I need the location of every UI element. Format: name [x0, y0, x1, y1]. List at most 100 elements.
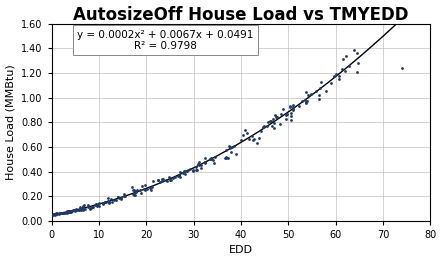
Point	[290, 108, 297, 112]
Point	[225, 144, 232, 148]
Point	[59, 211, 66, 215]
Point	[131, 191, 138, 195]
Point	[106, 201, 113, 205]
Point	[201, 156, 208, 161]
Point	[73, 207, 80, 211]
Point	[67, 209, 74, 213]
Point	[167, 178, 174, 182]
Point	[194, 168, 201, 172]
Point	[315, 97, 322, 102]
Point	[106, 200, 113, 204]
Point	[270, 126, 277, 130]
Point	[114, 195, 122, 199]
Point	[244, 131, 251, 135]
Point	[144, 187, 151, 191]
Point	[290, 105, 297, 109]
Point	[92, 202, 99, 206]
Point	[59, 211, 66, 215]
Point	[165, 175, 172, 179]
Point	[225, 156, 232, 160]
Point	[302, 98, 309, 102]
Point	[290, 103, 297, 107]
Point	[141, 187, 148, 191]
Point	[288, 118, 295, 122]
Point	[105, 199, 112, 203]
Point	[115, 195, 122, 200]
Point	[77, 207, 84, 212]
Point	[346, 64, 353, 68]
Point	[295, 104, 302, 109]
Point	[85, 203, 92, 207]
Point	[330, 74, 337, 78]
Point	[210, 161, 217, 165]
Point	[93, 203, 100, 207]
Point	[141, 188, 148, 192]
Point	[71, 208, 78, 212]
Point	[57, 211, 64, 215]
Point	[102, 200, 109, 204]
Point	[118, 197, 125, 201]
Point	[202, 160, 209, 164]
Point	[115, 195, 122, 199]
Point	[155, 178, 162, 182]
Point	[195, 163, 202, 167]
Point	[129, 192, 136, 196]
Point	[286, 104, 293, 109]
Point	[93, 203, 100, 207]
Point	[80, 206, 87, 210]
Title: AutosizeOff House Load vs TMYEDD: AutosizeOff House Load vs TMYEDD	[73, 5, 409, 23]
Point	[226, 146, 233, 150]
Point	[88, 206, 95, 210]
Point	[108, 197, 115, 201]
Point	[289, 107, 296, 111]
Point	[307, 92, 314, 96]
Point	[76, 207, 83, 212]
Point	[353, 51, 360, 55]
Text: y = 0.0002x² + 0.0067x + 0.0491
R² = 0.9798: y = 0.0002x² + 0.0067x + 0.0491 R² = 0.9…	[77, 30, 253, 51]
Point	[317, 80, 324, 84]
Point	[122, 194, 129, 198]
Point	[398, 66, 405, 70]
Point	[302, 101, 309, 105]
Point	[355, 61, 362, 65]
Point	[133, 189, 140, 193]
Point	[94, 204, 101, 208]
Point	[182, 169, 189, 173]
Point	[86, 206, 93, 210]
Point	[121, 193, 128, 198]
Point	[66, 210, 73, 215]
Point	[132, 190, 139, 194]
Point	[286, 105, 293, 110]
Point	[176, 175, 183, 179]
Point	[68, 209, 75, 213]
Point	[316, 93, 323, 98]
Point	[171, 175, 179, 179]
Point	[80, 208, 87, 212]
Point	[59, 211, 66, 215]
Point	[274, 115, 281, 119]
Point	[190, 169, 197, 173]
Point	[305, 93, 312, 98]
Point	[57, 211, 64, 215]
Point	[240, 133, 247, 138]
Point	[339, 57, 346, 61]
Point	[50, 211, 57, 216]
Point	[270, 117, 277, 121]
Point	[276, 122, 283, 126]
Point	[68, 209, 75, 213]
Point	[69, 209, 76, 213]
Point	[207, 157, 214, 161]
Point	[66, 209, 73, 213]
Point	[353, 70, 360, 74]
Point	[181, 169, 188, 173]
Point	[53, 211, 60, 216]
Point	[253, 141, 260, 145]
Point	[128, 185, 135, 189]
Point	[245, 137, 252, 141]
Point	[76, 205, 84, 209]
Point	[63, 209, 70, 213]
Point	[271, 121, 278, 125]
Point	[95, 204, 102, 208]
Point	[342, 54, 349, 58]
Point	[66, 210, 73, 214]
